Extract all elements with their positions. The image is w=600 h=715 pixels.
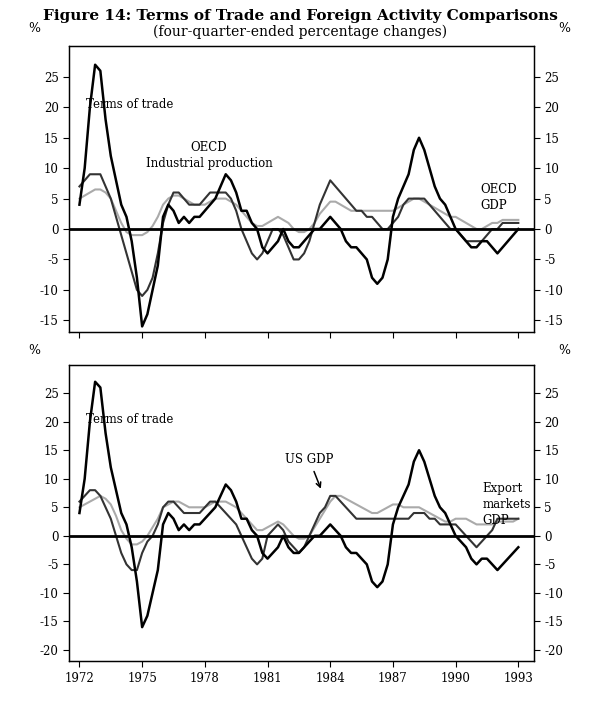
Text: Terms of trade: Terms of trade: [86, 98, 173, 112]
Text: (four-quarter-ended percentage changes): (four-quarter-ended percentage changes): [153, 25, 447, 39]
Text: Export
markets
GDP: Export markets GDP: [483, 482, 531, 527]
Text: Terms of trade: Terms of trade: [86, 413, 173, 426]
Text: %: %: [558, 22, 570, 35]
Text: US GDP: US GDP: [285, 453, 334, 487]
Text: OECD
GDP: OECD GDP: [481, 183, 517, 212]
Text: Figure 14: Terms of Trade and Foreign Activity Comparisons: Figure 14: Terms of Trade and Foreign Ac…: [43, 9, 557, 23]
Text: OECD
Industrial production: OECD Industrial production: [146, 141, 272, 169]
Text: %: %: [28, 22, 40, 35]
Text: %: %: [558, 344, 570, 358]
Text: %: %: [28, 344, 40, 358]
